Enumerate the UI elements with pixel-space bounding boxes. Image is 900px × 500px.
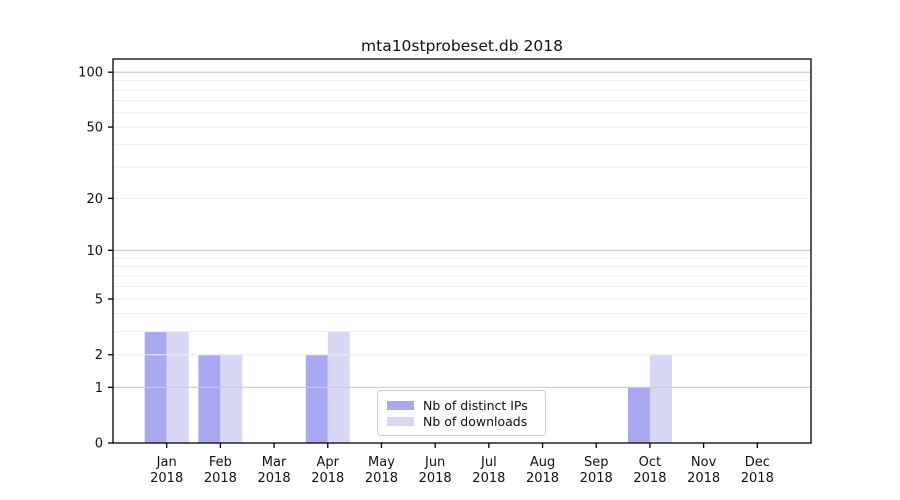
x-tick-label-year: 2018 [419,471,452,486]
x-tick-label-month: Jan [156,455,177,470]
x-tick-label-year: 2018 [258,471,291,486]
x-tick-label-year: 2018 [150,471,183,486]
bar-downloads-feb [220,354,243,443]
y-tick-label: 5 [95,293,103,308]
x-tick-label-year: 2018 [580,471,613,486]
y-tick-label: 10 [86,244,103,259]
x-tick-label-year: 2018 [365,471,398,486]
legend-swatch-distinct-ips [387,400,414,410]
bars [144,331,672,443]
y-axis-labels: 0 1 2 5 10 20 50 100 [78,66,113,452]
bar-downloads-oct [649,354,672,443]
legend-label-distinct-ips: Nb of distinct IPs [423,397,528,413]
x-tick-label-month: Mar [262,455,287,470]
legend-item-downloads: Nb of downloads [387,414,536,429]
x-tick-label-year: 2018 [204,471,237,486]
x-tick-label-month: Sep [584,455,609,470]
legend-label-downloads: Nb of downloads [423,413,528,429]
y-tick-label: 50 [86,121,103,136]
x-tick-label-month: Dec [745,455,770,470]
y-tick-label: 0 [95,437,103,452]
y-tick-label: 1 [95,381,103,396]
bar-distinct-ips-apr [305,354,328,443]
chart-title: mta10stprobeset.db 2018 [361,37,563,55]
x-tick-label-year: 2018 [311,471,344,486]
x-tick-label-month: Oct [639,455,661,470]
x-axis-labels: Jan2018Feb2018Mar2018Apr2018May2018Jun20… [150,443,774,486]
x-tick-label-month: Jun [424,455,445,470]
y-tick-label: 20 [86,192,103,207]
x-tick-label-month: Apr [317,455,340,470]
bar-distinct-ips-feb [198,354,221,443]
x-tick-label-month: May [368,455,395,470]
x-tick-label-month: Feb [209,455,232,470]
legend-item-distinct-ips: Nb of distinct IPs [387,398,536,413]
x-tick-label-year: 2018 [687,471,720,486]
gridlines [113,71,811,388]
x-tick-label-month: Jul [480,455,497,470]
x-tick-label-year: 2018 [633,471,666,486]
x-tick-label-year: 2018 [472,471,505,486]
legend-swatch-downloads [387,416,414,426]
x-tick-label-year: 2018 [526,471,559,486]
plot-frame [112,58,812,444]
y-tick-label: 100 [78,66,103,81]
legend: Nb of distinct IPs Nb of downloads [377,390,546,436]
x-tick-label-month: Nov [691,455,717,470]
x-tick-label-month: Aug [530,455,555,470]
y-tick-label: 2 [95,348,103,363]
bar-distinct-ips-oct [627,387,650,443]
x-tick-label-year: 2018 [741,471,774,486]
